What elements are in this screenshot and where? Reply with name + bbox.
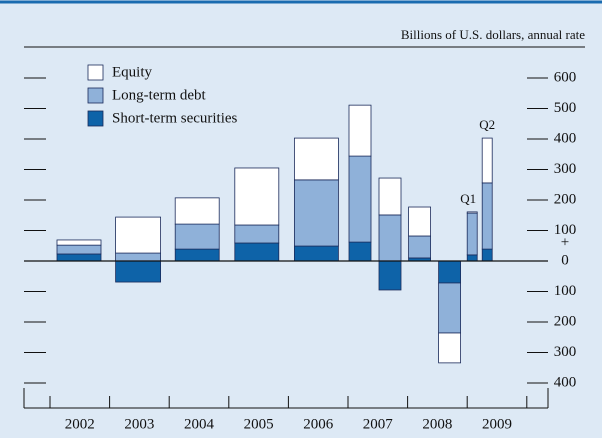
bar-segment (115, 216, 161, 254)
bar-segment (481, 182, 493, 250)
x-tick-label: 2004 (184, 416, 215, 432)
bar-segment (56, 239, 102, 246)
x-tick-label: 2009 (482, 416, 512, 432)
bar-segment (408, 206, 432, 237)
bar-segment (56, 253, 102, 262)
bar-segment (408, 235, 432, 259)
bar-segment (348, 104, 372, 157)
y-tick-label: 100 (554, 222, 577, 238)
y-tick-label: 0 (561, 252, 569, 268)
bar-segment (174, 197, 220, 225)
legend-swatch (87, 64, 104, 81)
bar-segment (56, 244, 102, 255)
y-tick-label: 300 (554, 161, 577, 177)
bar-segment (234, 242, 280, 262)
positive-sign: + (561, 234, 569, 250)
bar-segment (293, 137, 339, 181)
x-tick-label: 2002 (65, 416, 95, 432)
y-tick-label: 100 (554, 283, 577, 299)
y-tick-label: 400 (554, 130, 577, 146)
bar-segment (234, 167, 280, 226)
y-tick-label: 200 (554, 313, 577, 329)
bar-segment (234, 224, 280, 244)
bar-segment (481, 137, 493, 184)
x-tick-label: 2005 (244, 416, 274, 432)
bar-label: Q1 (460, 191, 476, 206)
bar-segment (378, 214, 402, 262)
x-tick-label: 2006 (303, 416, 334, 432)
y-tick-label: 400 (554, 374, 577, 390)
x-tick-label: 2007 (363, 416, 394, 432)
bar-segment (115, 252, 161, 262)
y-tick-label: 500 (554, 100, 577, 116)
bar-segment (348, 155, 372, 243)
bar-segment (378, 177, 402, 216)
bar-segment (438, 282, 462, 334)
bar-segment (466, 211, 478, 214)
bar-segment (293, 179, 339, 247)
x-tick-label: 2003 (124, 416, 154, 432)
y-tick-label: 200 (554, 191, 577, 207)
bar-segment (466, 212, 478, 256)
legend-swatch (87, 87, 104, 104)
bar-segment (293, 245, 339, 262)
units-label: Billions of U.S. dollars, annual rate (401, 27, 585, 42)
x-tick-label: 2008 (422, 416, 452, 432)
legend-swatch (87, 110, 104, 127)
bar-segment (174, 248, 220, 262)
bar-segment (378, 260, 402, 291)
legend-label: Short-term securities (112, 110, 238, 126)
bar-segment (115, 260, 161, 283)
bar-segment (174, 223, 220, 250)
bar-segment (438, 332, 462, 364)
bar-segment (466, 254, 478, 262)
legend-label: Equity (112, 64, 152, 80)
bar-segment (481, 248, 493, 262)
bar-segment (438, 260, 462, 284)
y-tick-label: 300 (554, 344, 577, 360)
y-tick-label: 600 (554, 69, 577, 85)
legend-label: Long-term debt (112, 87, 207, 103)
bar-label: Q2 (479, 117, 495, 132)
bar-segment (348, 241, 372, 262)
